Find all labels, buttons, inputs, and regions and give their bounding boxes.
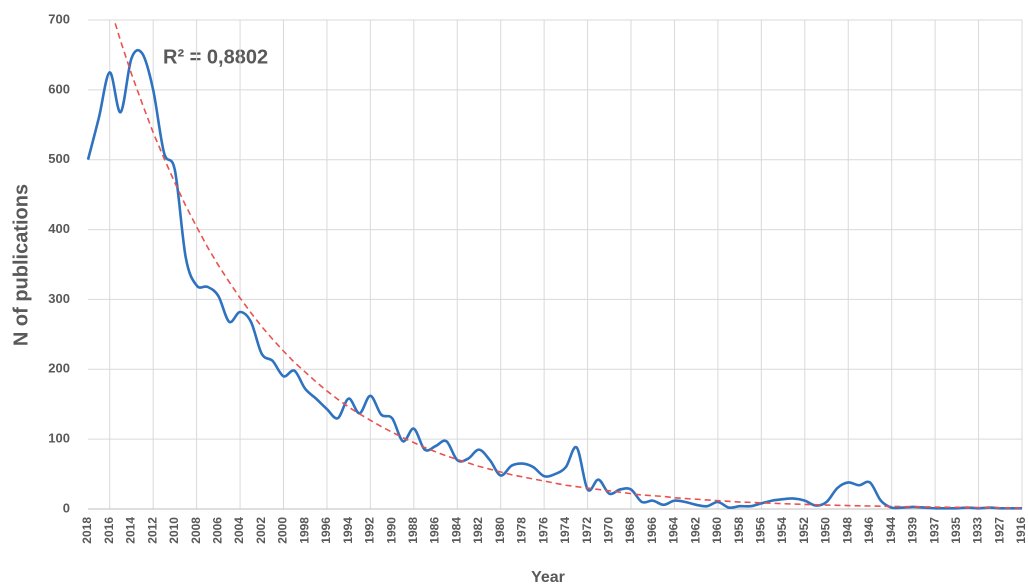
x-tick-label: 1974 [558, 517, 572, 544]
x-tick-label: 1956 [754, 517, 768, 544]
trend-line [113, 20, 1023, 509]
x-tick-label: 1988 [406, 517, 420, 544]
x-tick-label: 1992 [363, 517, 377, 544]
x-tick-label: 2018 [80, 517, 94, 544]
x-tick-label: 1927 [992, 517, 1006, 544]
r-squared: R² = 0,8802 [163, 46, 268, 68]
y-tick-label: 500 [48, 151, 70, 166]
x-tick-label: 1962 [688, 517, 702, 544]
y-tick-label: 300 [48, 291, 70, 306]
x-tick-label: 1990 [384, 517, 398, 544]
x-tick-label: 1980 [493, 517, 507, 544]
x-tick-label: 1968 [623, 517, 637, 544]
x-tick-label: 1958 [732, 517, 746, 544]
x-tick-label: 2004 [232, 517, 246, 544]
x-axis-title: Year [531, 569, 565, 586]
x-tick-label: 1933 [971, 517, 985, 544]
x-tick-label: 1935 [949, 517, 963, 544]
x-tick-label: 1976 [536, 517, 550, 544]
x-tick-label: 1972 [580, 517, 594, 544]
x-tick-label: 1916 [1014, 517, 1028, 544]
y-tick-label: 700 [48, 11, 70, 26]
x-tick-label: 1984 [449, 517, 463, 544]
data-line [86, 48, 1022, 510]
y-tick-label: 400 [48, 221, 70, 236]
y-tick-label: 600 [48, 81, 70, 96]
x-tick-label: 1937 [927, 517, 941, 544]
x-tick-label: 2012 [145, 517, 159, 544]
x-tick-label: 2008 [189, 517, 203, 544]
x-tick-label: 2014 [124, 517, 138, 544]
x-tick-label: 2000 [276, 517, 290, 544]
x-tick-label: 1998 [297, 517, 311, 544]
x-tick-label: 1952 [797, 517, 811, 544]
y-tick-label: 100 [48, 431, 70, 446]
x-tick-label: 2016 [102, 517, 116, 544]
x-tick-label: 1970 [601, 517, 615, 544]
x-tick-label: 1982 [471, 517, 485, 544]
x-tick-label: 1966 [645, 517, 659, 544]
y-tick-label: 0 [63, 500, 70, 515]
x-tick-label: 1964 [667, 517, 681, 544]
x-tick-label: 1960 [710, 517, 724, 544]
x-tick-label: 1978 [515, 517, 529, 544]
x-tick-label: 2002 [254, 517, 268, 544]
x-tick-label: 1994 [341, 517, 355, 544]
x-tick-label: 1948 [840, 517, 854, 544]
x-tick-label: 2010 [167, 517, 181, 544]
plot-area [86, 20, 1023, 510]
x-tick-label: 1946 [862, 517, 876, 544]
x-tick-label: 1996 [319, 517, 333, 544]
x-tick-label: 2006 [210, 517, 224, 544]
x-tick-label: 1954 [775, 517, 789, 544]
y-tick-label: 200 [48, 361, 70, 376]
x-tick-label: 1939 [906, 517, 920, 544]
x-tick-label: 1950 [819, 517, 833, 544]
y-axis-title: N of publications [10, 184, 32, 346]
x-tick-label: 1986 [428, 517, 442, 544]
x-tick-label: 1944 [884, 517, 898, 544]
